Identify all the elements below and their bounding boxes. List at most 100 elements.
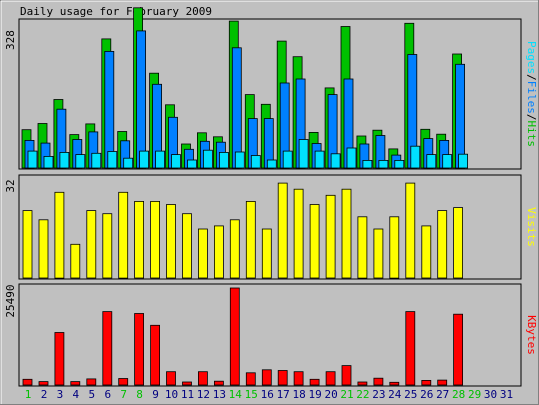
bar-kbytes-day-14 <box>229 287 240 386</box>
visits-axis-label: Visits <box>525 207 538 247</box>
day-label-16: 16 <box>261 388 274 401</box>
bar-pages-day-3 <box>59 151 70 169</box>
bar-pages-day-16 <box>266 159 277 169</box>
bar-kbytes-day-18 <box>293 371 304 386</box>
day-label-20: 20 <box>324 388 337 401</box>
bar-pages-day-1 <box>27 150 38 169</box>
day-label-13: 13 <box>213 388 226 401</box>
bar-pages-day-19 <box>314 150 325 169</box>
bar-visits-day-4 <box>70 243 81 279</box>
bar-pages-day-11 <box>187 159 197 169</box>
bar-kbytes-day-3 <box>54 332 65 386</box>
bar-visits-day-17 <box>277 182 288 279</box>
bars-layer <box>21 7 469 386</box>
bar-pages-day-26 <box>426 154 437 169</box>
separator-1: / <box>525 74 538 81</box>
bar-kbytes-day-5 <box>86 378 97 386</box>
bar-kbytes-day-15 <box>245 372 256 386</box>
bar-visits-day-11 <box>182 213 192 279</box>
bar-kbytes-day-13 <box>213 380 224 386</box>
day-label-30: 30 <box>484 388 497 401</box>
bar-kbytes-day-4 <box>70 381 81 386</box>
bar-visits-day-18 <box>293 188 304 279</box>
bar-visits-day-16 <box>261 228 272 279</box>
bar-visits-day-27 <box>437 210 448 279</box>
day-label-3: 3 <box>57 388 64 401</box>
chart-title: Daily usage for February 2009 <box>20 5 212 18</box>
bar-kbytes-day-20 <box>325 371 336 386</box>
bar-visits-day-23 <box>373 228 384 279</box>
day-label-5: 5 <box>88 388 95 401</box>
day-label-18: 18 <box>292 388 305 401</box>
bar-pages-day-24 <box>394 159 405 169</box>
bar-pages-day-18 <box>298 139 309 169</box>
bar-pages-day-2 <box>43 155 54 169</box>
bar-visits-day-15 <box>245 200 256 279</box>
bar-kbytes-day-28 <box>453 313 464 386</box>
day-label-31: 31 <box>500 388 513 401</box>
bar-kbytes-day-24 <box>389 381 400 386</box>
bar-pages-day-17 <box>282 150 293 169</box>
day-label-9: 9 <box>152 388 159 401</box>
bar-kbytes-day-12 <box>197 371 208 386</box>
bar-visits-day-6 <box>102 213 113 279</box>
bar-pages-day-12 <box>202 149 213 169</box>
bar-pages-day-10 <box>171 154 181 169</box>
bar-kbytes-day-11 <box>182 381 192 386</box>
bar-visits-day-3 <box>54 191 65 279</box>
bar-pages-day-21 <box>346 147 357 169</box>
day-label-28: 28 <box>452 388 465 401</box>
bar-pages-day-23 <box>378 159 389 169</box>
hits-max-label: 328 <box>4 30 17 50</box>
bar-kbytes-day-9 <box>150 324 161 386</box>
bar-pages-day-15 <box>250 155 261 169</box>
bar-pages-day-25 <box>410 145 421 169</box>
day-label-24: 24 <box>388 388 402 401</box>
day-label-21: 21 <box>340 388 353 401</box>
day-label-25: 25 <box>404 388 417 401</box>
bar-visits-day-5 <box>86 210 97 279</box>
bar-kbytes-day-2 <box>38 381 49 386</box>
bar-pages-day-20 <box>330 153 341 169</box>
hits-label: Hits <box>525 121 538 148</box>
day-label-1: 1 <box>25 388 32 401</box>
day-label-10: 10 <box>165 388 178 401</box>
bar-kbytes-day-25 <box>405 311 416 386</box>
bar-kbytes-day-17 <box>277 370 288 386</box>
pages-label: Pages <box>525 41 538 74</box>
day-label-23: 23 <box>372 388 385 401</box>
bar-kbytes-day-22 <box>357 381 368 386</box>
kbytes-axis-label: KBytes <box>525 315 538 355</box>
bar-visits-day-20 <box>325 194 336 279</box>
bar-kbytes-day-16 <box>261 369 272 386</box>
day-label-15: 15 <box>245 388 258 401</box>
bar-files-day-8 <box>136 30 147 169</box>
bar-kbytes-day-23 <box>373 377 384 386</box>
kbytes-max-label: 25490 <box>4 284 17 317</box>
bar-pages-day-6 <box>107 151 118 169</box>
hits-axis-label: Pages/Files/Hits <box>525 41 538 147</box>
bar-visits-day-28 <box>453 207 464 279</box>
bar-visits-day-12 <box>197 228 208 279</box>
day-label-26: 26 <box>420 388 433 401</box>
bar-pages-day-27 <box>442 154 453 169</box>
bar-visits-day-10 <box>166 204 176 279</box>
bar-visits-day-22 <box>357 216 368 279</box>
day-label-12: 12 <box>197 388 210 401</box>
bar-kbytes-day-8 <box>134 313 145 386</box>
day-label-17: 17 <box>277 388 290 401</box>
bar-kbytes-day-7 <box>118 378 129 386</box>
bar-pages-day-14 <box>234 151 245 169</box>
day-label-8: 8 <box>136 388 143 401</box>
bar-visits-day-2 <box>38 219 49 279</box>
files-label: Files <box>525 81 538 114</box>
bar-visits-day-9 <box>150 200 161 279</box>
visits-max-label: 32 <box>4 179 17 192</box>
day-label-14: 14 <box>229 388 243 401</box>
bar-visits-day-1 <box>22 210 33 279</box>
bar-kbytes-day-1 <box>22 378 33 386</box>
day-label-4: 4 <box>72 388 79 401</box>
bar-visits-day-13 <box>213 225 224 279</box>
bar-kbytes-day-19 <box>309 378 320 386</box>
bar-kbytes-day-27 <box>437 379 448 386</box>
